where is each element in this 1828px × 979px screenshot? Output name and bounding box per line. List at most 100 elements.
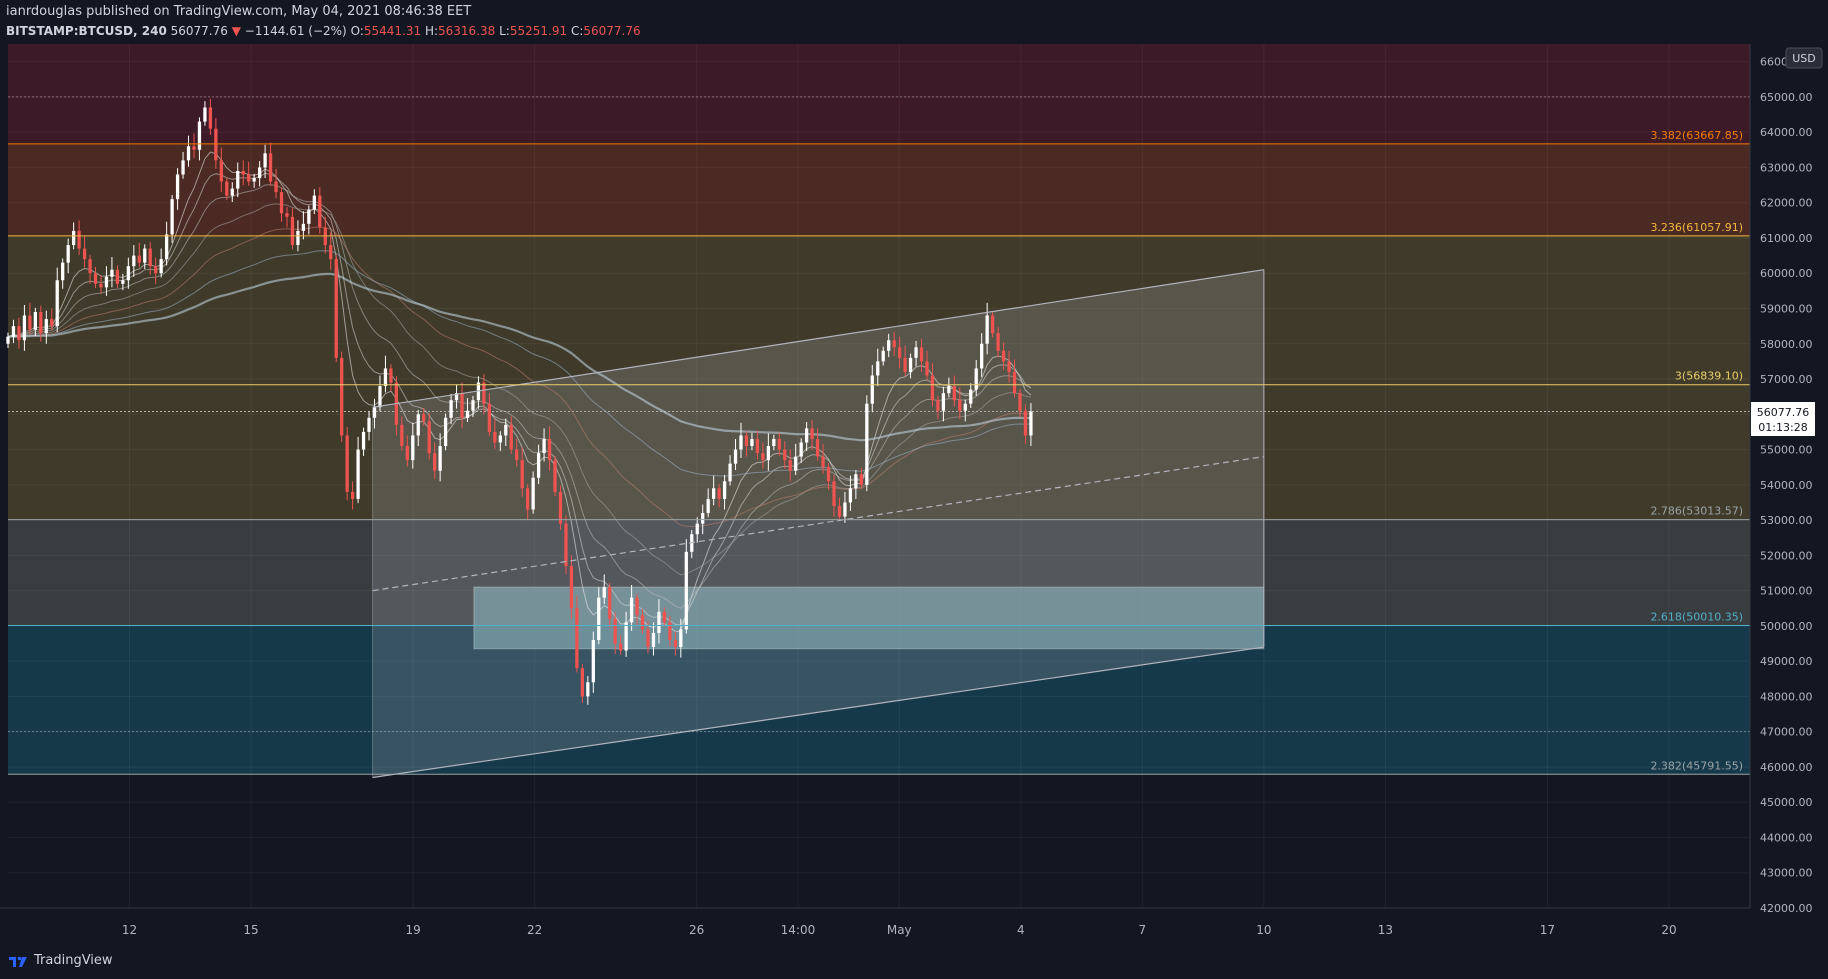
candle-body — [487, 403, 492, 432]
candle-body — [941, 393, 946, 411]
candle-body — [646, 629, 650, 648]
candle-body — [805, 428, 809, 443]
candle — [203, 101, 207, 126]
candle-body — [837, 505, 842, 517]
candle-body — [1001, 350, 1006, 362]
candle — [1018, 388, 1022, 418]
candle — [706, 488, 710, 518]
ohlc-legend: BITSTAMP:BTCUSD, 240 56077.76 ▼ −1144.61… — [6, 21, 1206, 41]
candle-body — [887, 340, 891, 351]
candle-body — [947, 386, 951, 394]
candle-body — [613, 618, 617, 644]
tradingview-logo-icon[interactable] — [8, 954, 28, 968]
fib-label: 3(56839.10) — [1675, 370, 1743, 383]
candle — [613, 612, 617, 655]
fib-label: 2.786(53013.57) — [1650, 505, 1743, 518]
axes[interactable]: 42000.00 43000.00 44000.00 45000.00 46000.00… — [0, 44, 1828, 950]
candle-body — [662, 611, 667, 623]
candle — [148, 242, 152, 275]
candle — [350, 481, 355, 510]
down-arrow-icon: ▼ — [231, 24, 241, 38]
ema-34 — [7, 203, 1031, 576]
candle-body — [624, 622, 628, 651]
time-tick-label: 17 — [1540, 923, 1555, 937]
ema-144 — [7, 272, 1031, 442]
candle — [247, 161, 251, 186]
candle — [6, 332, 10, 348]
candle-body — [996, 333, 1000, 351]
footer-brand[interactable]: TradingView — [34, 953, 113, 968]
candle-body — [963, 403, 967, 411]
candle-body — [219, 160, 223, 182]
candle-body — [815, 438, 820, 457]
candle — [175, 168, 180, 210]
candle-body — [241, 170, 245, 175]
candle — [329, 232, 333, 270]
candle-body — [629, 597, 634, 623]
candle-body — [766, 446, 770, 461]
candle-body — [115, 269, 120, 284]
candle — [783, 441, 787, 469]
candle-body — [848, 488, 853, 503]
candle-body — [706, 498, 710, 514]
time-tick-label: 14:00 — [781, 923, 816, 937]
candle-body — [39, 312, 43, 334]
candle — [832, 474, 836, 517]
candle — [848, 475, 853, 511]
candle-body — [952, 386, 956, 401]
candle-body — [1029, 411, 1033, 436]
candle — [821, 443, 825, 474]
candle — [684, 539, 688, 634]
candle — [274, 168, 278, 199]
candle-body — [154, 266, 158, 274]
candle — [55, 267, 59, 333]
candle-body — [82, 248, 87, 260]
currency-badge[interactable]: USD — [1785, 47, 1823, 69]
publisher-line: ianrdouglas published on TradingView.com… — [6, 4, 472, 19]
candle — [454, 384, 459, 409]
fib-zone-2618 — [8, 625, 1750, 775]
candle — [487, 393, 492, 437]
candle — [252, 173, 256, 188]
candle-body — [930, 375, 935, 401]
candle-body — [203, 107, 207, 122]
candle — [159, 248, 163, 278]
symbol-label[interactable]: BITSTAMP:BTCUSD, 240 — [6, 24, 167, 38]
candle-body — [11, 326, 16, 337]
candle — [963, 399, 967, 422]
candle — [192, 133, 196, 159]
lower-trendline[interactable] — [372, 646, 1264, 779]
candle — [952, 375, 956, 407]
candle — [143, 244, 147, 269]
candle — [301, 211, 306, 240]
candle — [914, 340, 918, 367]
candle-body — [301, 223, 306, 231]
price-chart[interactable]: 3.382(63667.85) 3.236(61057.91) 3(56839.10… — [0, 0, 1828, 950]
time-tick-label: 4 — [1017, 923, 1025, 937]
candle-body — [197, 121, 202, 150]
mid-trendline[interactable] — [372, 456, 1264, 592]
candle-body — [312, 195, 316, 210]
candle-body — [416, 414, 420, 436]
candle-body — [159, 259, 163, 274]
time-tick-label: 7 — [1139, 923, 1147, 937]
price-tick-label: 64000.00 — [1760, 126, 1813, 139]
price-tick-label: 63000.00 — [1760, 161, 1813, 174]
candle-body — [854, 474, 858, 489]
price-tick-label: 42000.00 — [1760, 902, 1813, 915]
candle — [449, 393, 453, 425]
candle-body — [334, 259, 338, 358]
candle — [826, 462, 831, 490]
candle-body — [33, 312, 37, 330]
candle — [843, 491, 847, 523]
candle-body — [597, 597, 601, 640]
candle — [88, 254, 92, 284]
candle-body — [252, 178, 256, 182]
candle-body — [717, 488, 721, 499]
candle-body — [526, 488, 530, 510]
candle — [761, 442, 765, 469]
candle-body — [722, 481, 727, 499]
candle-body — [859, 474, 863, 485]
candles — [6, 99, 1033, 705]
candle — [799, 438, 803, 463]
